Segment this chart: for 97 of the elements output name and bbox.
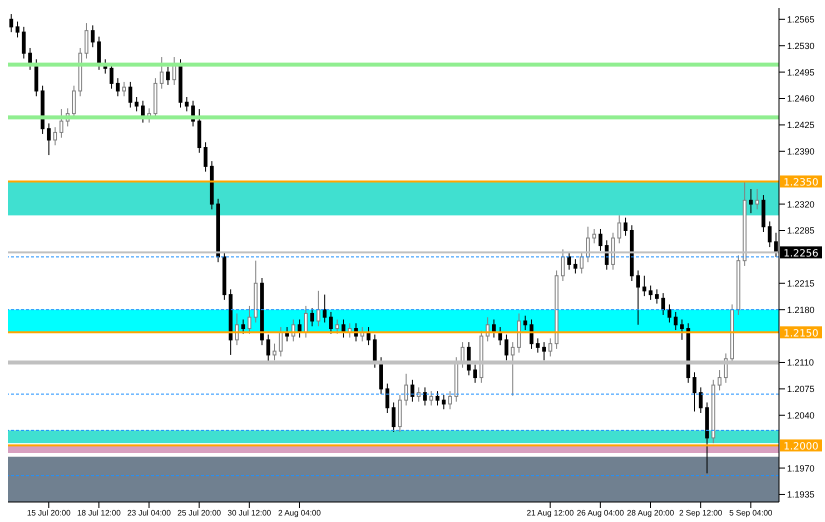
- x-tick-label: 21 Aug 12:00: [526, 508, 574, 518]
- candlestick: [160, 56, 164, 90]
- candlestick: [574, 258, 578, 274]
- x-tick-label: 2 Sep 12:00: [679, 508, 723, 518]
- x-tick-label: 23 Jul 04:00: [127, 508, 172, 518]
- y-tick-label: 1.2215: [787, 278, 815, 288]
- y-tick-label: 1.2425: [787, 120, 815, 130]
- x-tick-label: 5 Sep 04:00: [729, 508, 773, 518]
- candlestick: [385, 383, 390, 414]
- candlestick: [322, 294, 327, 323]
- candlestick: [410, 379, 414, 402]
- candlestick: [16, 21, 20, 38]
- x-tick-label: 2 Aug 04:00: [278, 508, 322, 518]
- candlestick: [692, 372, 696, 412]
- x-tick-label: 30 Jul 12:00: [228, 508, 272, 518]
- candlestick: [429, 390, 434, 406]
- candlestick: [617, 214, 622, 244]
- candlestick: [624, 217, 628, 236]
- ref-line-label: 1.2000: [784, 441, 818, 452]
- candlestick: [310, 308, 314, 327]
- candlestick: [442, 394, 446, 410]
- candlestick: [128, 81, 132, 108]
- candlestick: [698, 386, 703, 414]
- candlestick: [436, 390, 440, 406]
- candlestick: [404, 373, 408, 406]
- candlestick: [97, 36, 101, 70]
- y-tick-label: 1.2075: [787, 384, 815, 394]
- candlestick: [304, 305, 308, 338]
- candlestick: [598, 228, 602, 252]
- y-tick-label: 1.2530: [787, 40, 815, 51]
- candlestick: [316, 290, 320, 327]
- candlestick: [134, 96, 139, 112]
- candlestick: [272, 343, 276, 361]
- y-tick-label: 1.2180: [787, 304, 815, 315]
- candlestick: [560, 248, 565, 282]
- candlestick: [184, 96, 189, 112]
- y-tick-label: 1.2390: [787, 146, 815, 156]
- candlestick: [335, 318, 340, 334]
- candlestick: [329, 311, 333, 334]
- candlestick: [60, 108, 64, 138]
- candlestick: [642, 275, 646, 297]
- y-tick-label: 1.2285: [787, 226, 815, 236]
- candlestick: [768, 220, 772, 248]
- y-tick-label: 1.2460: [787, 94, 815, 104]
- candlestick: [592, 228, 596, 244]
- candlestick: [510, 342, 515, 396]
- candlestick: [636, 270, 640, 326]
- x-tick-label: 25 Jul 20:00: [177, 508, 222, 518]
- candlestick: [674, 311, 678, 331]
- x-tick-label: 28 Aug 20:00: [626, 508, 675, 518]
- candlestick: [9, 14, 14, 33]
- candlestick: [542, 342, 546, 361]
- candlestick: [523, 315, 528, 331]
- candlestick: [84, 22, 88, 60]
- candlestick: [473, 364, 478, 384]
- candlestick: [248, 305, 252, 334]
- candlestick: [122, 81, 126, 97]
- candlestick: [567, 251, 572, 270]
- y-tick-label: 1.1935: [787, 490, 815, 500]
- candlestick: [749, 188, 753, 214]
- candlestick: [204, 142, 208, 172]
- candlestick: [680, 318, 684, 340]
- y-tick-label: 1.2565: [787, 14, 815, 25]
- candlestick: [116, 78, 120, 97]
- candlestick: [392, 402, 396, 432]
- candlestick: [668, 304, 672, 323]
- y-tick-label: 1.2110: [787, 358, 814, 368]
- candlestick: [266, 334, 270, 363]
- candlestick: [586, 226, 590, 263]
- ref-line-label: 1.2350: [784, 177, 818, 188]
- ref-line-label: 1.2256: [784, 248, 818, 260]
- candlestick: [423, 386, 427, 406]
- candlestick: [718, 370, 722, 391]
- x-tick-label: 15 Jul 20:00: [26, 508, 72, 518]
- y-tick-label: 1.2040: [787, 410, 815, 420]
- candlestick: [22, 26, 26, 60]
- candlestick: [235, 312, 239, 346]
- x-tick-label: 26 Aug 04:00: [576, 508, 624, 518]
- candlestick: [448, 390, 452, 410]
- y-tick-label: 1.2495: [787, 67, 815, 78]
- x-tick-label: 18 Jul 12:00: [77, 508, 122, 518]
- candlestick: [46, 122, 51, 156]
- y-tick-label: 1.1970: [787, 463, 815, 474]
- candlestick: [166, 66, 170, 86]
- candlestick: [53, 126, 58, 146]
- candlestick: [416, 386, 421, 402]
- y-tick-label: 1.2320: [787, 199, 815, 210]
- candlestick: [548, 338, 552, 357]
- candlestick: [654, 288, 659, 304]
- candlestick: [536, 338, 540, 354]
- candlestick: [648, 285, 653, 300]
- ref-line-label: 1.2150: [784, 328, 818, 340]
- candlestick: [755, 188, 760, 210]
- candlestick: [530, 318, 534, 350]
- candlestick: [90, 24, 95, 48]
- candlestick: [504, 334, 508, 361]
- candlestick: [241, 318, 246, 334]
